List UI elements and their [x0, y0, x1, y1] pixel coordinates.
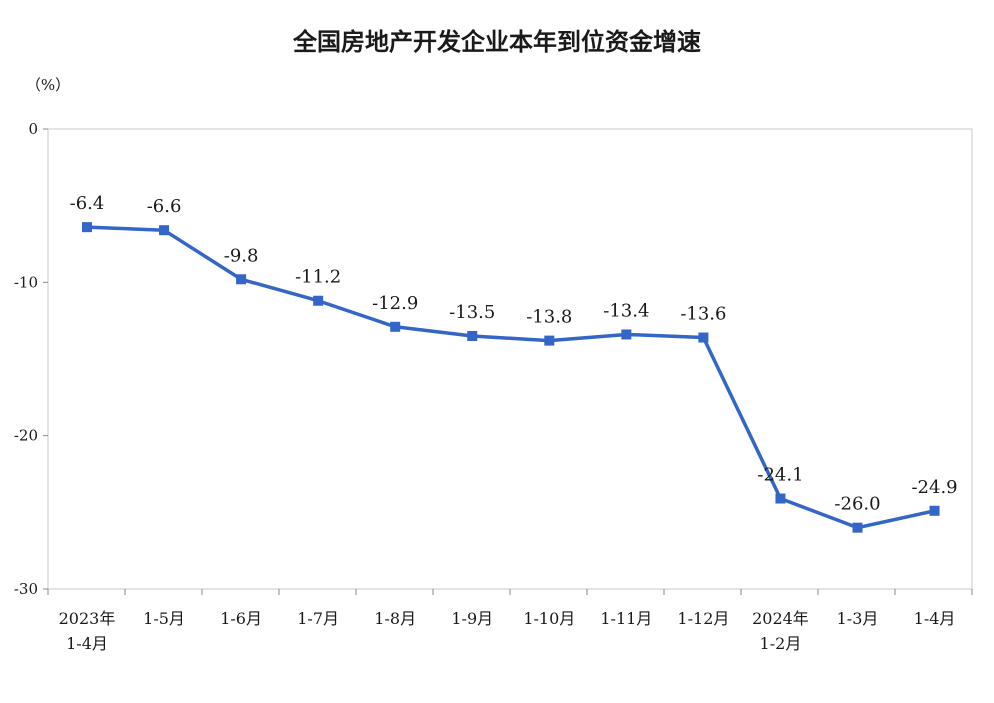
y-tick-label: -10 [14, 273, 38, 291]
x-category-label: 1-11月 [600, 609, 652, 628]
x-category-label: 2024年 [752, 609, 809, 628]
data-label: -9.8 [224, 245, 259, 266]
data-point-marker [929, 505, 940, 516]
data-label: -11.2 [295, 267, 341, 288]
x-category-label: 2023年 [59, 609, 116, 628]
data-point-marker [82, 222, 92, 233]
x-category-label: 1-10月 [523, 609, 575, 628]
series-layer: -6.4 -6.6 -9.8 -11.2 -12.9 -13.5 -13.8 -13.4 -13… [70, 193, 958, 533]
axis-layer: 0 -10 -20 -30 2023年 1-4月 1-5月 1-6月 1-7月 1-8月 1-9月 1… [14, 120, 973, 653]
data-point-marker [852, 522, 863, 533]
series-line [86, 225, 935, 530]
x-category-label: 1-2月 [760, 634, 802, 653]
data-point-marker [467, 331, 478, 341]
y-tick-label: -20 [14, 427, 38, 445]
data-label: -6.6 [147, 196, 182, 217]
data-label: -26.0 [834, 494, 880, 515]
x-category-label: 1-12月 [677, 609, 729, 628]
data-point-marker [313, 295, 324, 306]
y-tick-label: 0 [28, 120, 38, 138]
data-label: -13.6 [680, 304, 726, 325]
data-point-marker [698, 332, 709, 343]
data-label: -24.9 [911, 477, 957, 498]
x-category-label: 1-4月 [66, 634, 108, 653]
data-label: -24.1 [757, 465, 803, 486]
x-category-label: 1-5月 [143, 609, 185, 628]
x-category-label: 1-7月 [297, 609, 339, 628]
x-category-label: 1-8月 [374, 609, 416, 628]
y-tick-label: -30 [14, 580, 38, 598]
y-axis-unit-label: （%） [26, 76, 70, 94]
data-point-marker [390, 321, 401, 332]
data-label: -13.8 [526, 307, 572, 328]
data-point-marker [775, 493, 786, 504]
x-category-label: 1-4月 [914, 609, 956, 628]
data-label: -6.4 [70, 193, 105, 214]
x-category-label: 1-9月 [451, 609, 493, 628]
data-point-marker [621, 329, 632, 340]
chart-title: 全国房地产开发企业本年到位资金增速 [292, 28, 701, 56]
x-category-label: 1-6月 [220, 609, 262, 628]
data-point-marker [159, 225, 170, 236]
x-category-label: 1-3月 [837, 609, 879, 628]
data-label: -13.5 [449, 302, 495, 323]
data-point-marker [236, 274, 247, 285]
data-point-marker [544, 335, 555, 346]
data-label: -13.4 [603, 300, 649, 321]
data-label: -12.9 [372, 293, 418, 314]
